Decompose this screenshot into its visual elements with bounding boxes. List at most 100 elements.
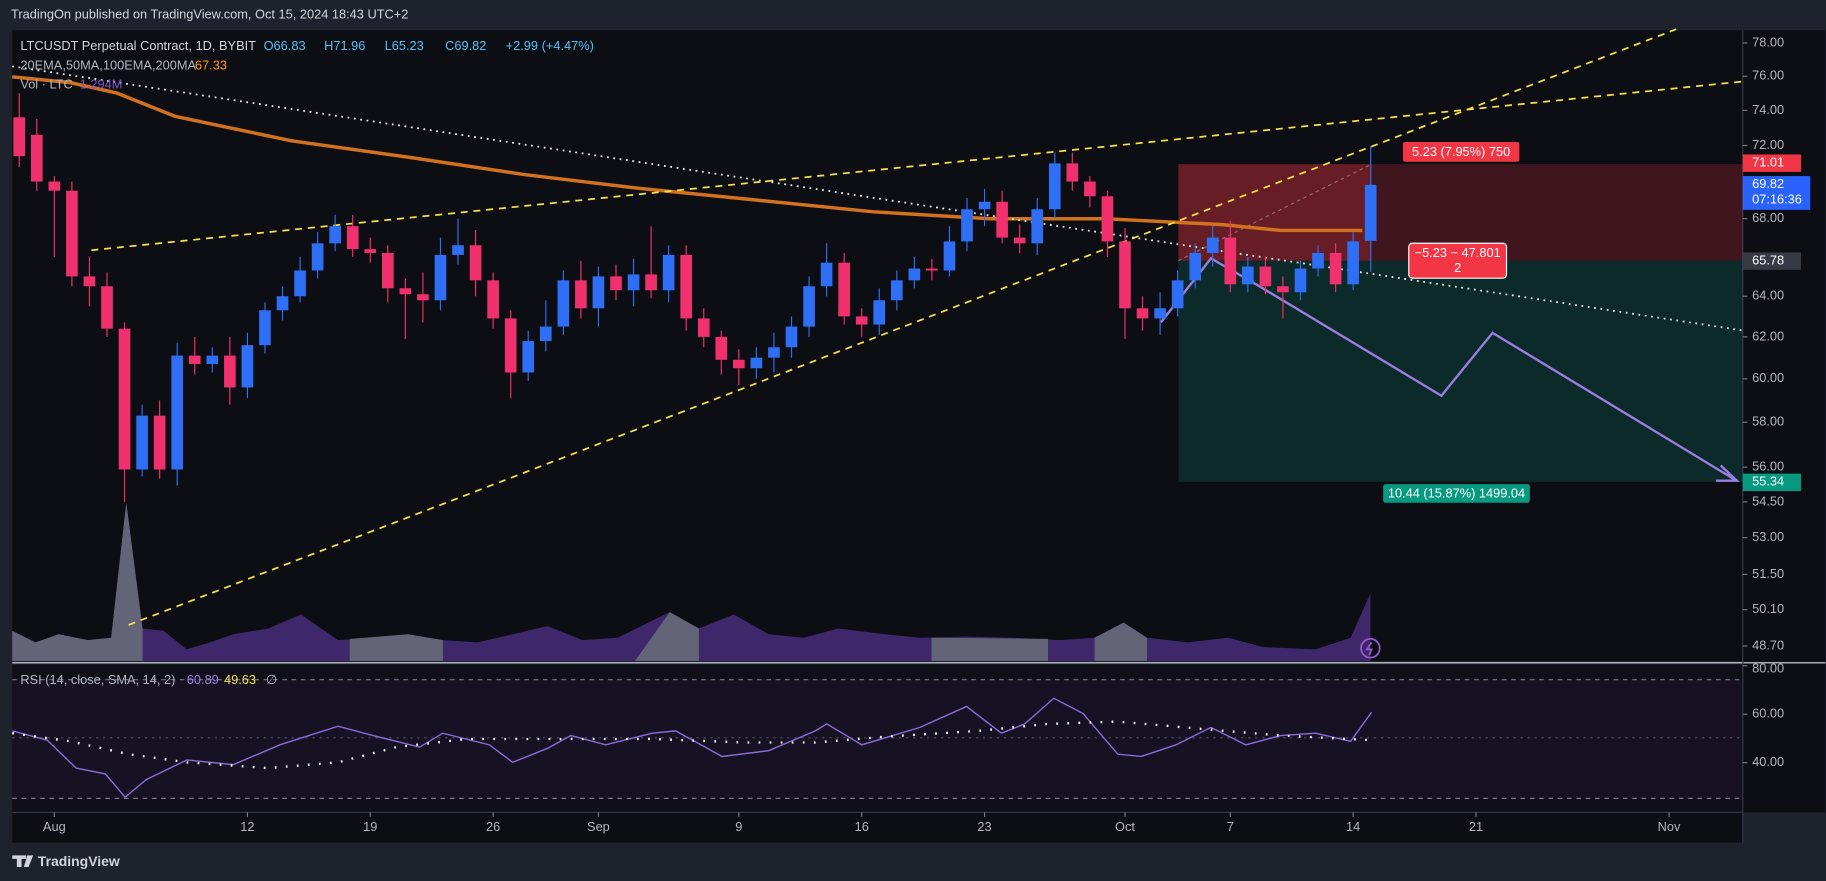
y-tick-label: 56.00 bbox=[1752, 459, 1784, 474]
candle-body bbox=[978, 201, 991, 210]
candle-body bbox=[838, 262, 850, 317]
candle-body bbox=[1136, 308, 1149, 319]
candle-body bbox=[153, 415, 166, 470]
candle-body bbox=[873, 300, 886, 325]
brand: TradingView bbox=[38, 853, 120, 869]
candle-body bbox=[1189, 252, 1202, 281]
candle-body bbox=[504, 318, 517, 373]
candle-body bbox=[171, 355, 184, 470]
candle-body bbox=[1101, 196, 1114, 242]
candle-body bbox=[48, 181, 61, 191]
candle-body bbox=[13, 117, 26, 157]
candle-body bbox=[381, 252, 394, 289]
price-label: 69.82 bbox=[1752, 176, 1784, 191]
candle-body bbox=[294, 270, 306, 297]
alert-icon bbox=[1360, 638, 1381, 659]
candle-body bbox=[855, 316, 868, 325]
rsi-tick-label: 60.00 bbox=[1752, 706, 1784, 721]
candle-body bbox=[733, 359, 745, 369]
y-tick-label: 48.70 bbox=[1752, 637, 1784, 652]
candle-body bbox=[434, 254, 447, 301]
middle-label: 2 bbox=[1454, 260, 1461, 275]
x-tick-label: 26 bbox=[486, 819, 500, 834]
lower-label: 10.44 (15.87%) 1499.04 bbox=[1388, 485, 1525, 500]
candle-body bbox=[487, 280, 499, 319]
middle-label: −5.23 ~ 47.801 bbox=[1415, 245, 1501, 260]
y-tick-label: 72.00 bbox=[1752, 137, 1784, 152]
candle-body bbox=[311, 243, 324, 271]
candle-body bbox=[101, 286, 113, 329]
time-axis bbox=[12, 812, 1743, 843]
y-tick-label: 62.00 bbox=[1752, 328, 1784, 343]
brand-logo bbox=[12, 855, 34, 868]
legend-rsi-ma: 49.63 bbox=[224, 672, 256, 687]
x-tick-label: 21 bbox=[1469, 819, 1483, 834]
candle-body bbox=[1171, 280, 1184, 309]
candle-body bbox=[206, 355, 219, 365]
legend-vol: Vol · LTC bbox=[20, 76, 72, 91]
candle-body bbox=[803, 286, 815, 327]
candle-body bbox=[1031, 209, 1044, 244]
candle-body bbox=[557, 280, 570, 327]
candle-body bbox=[750, 357, 763, 369]
y-tick-label: 76.00 bbox=[1752, 68, 1784, 83]
x-tick-label: 7 bbox=[1227, 819, 1234, 834]
rsi-tick-label: 40.00 bbox=[1752, 754, 1784, 769]
y-tick-label: 74.00 bbox=[1752, 102, 1784, 117]
candle-body bbox=[1119, 241, 1131, 309]
candle-body bbox=[224, 355, 236, 388]
candle-body bbox=[1294, 268, 1307, 293]
price-pane bbox=[12, 30, 1743, 662]
candle-body bbox=[30, 134, 43, 182]
legend-vol-value: 1.294M bbox=[80, 76, 123, 91]
candle-body bbox=[83, 276, 96, 287]
x-tick-label: 23 bbox=[977, 819, 991, 834]
candle-body bbox=[961, 209, 973, 242]
ma-200 bbox=[12, 75, 1363, 233]
candle-body bbox=[539, 326, 552, 342]
legend-change: +2.99 (+4.47%) bbox=[506, 38, 594, 53]
candle-body bbox=[66, 190, 78, 277]
price-label-bg bbox=[1742, 176, 1811, 210]
candle-body bbox=[996, 201, 1008, 238]
projection-path bbox=[1159, 256, 1740, 482]
middle-label-bg bbox=[1408, 242, 1508, 279]
y-tick-label: 68.00 bbox=[1752, 210, 1784, 225]
candle-body bbox=[136, 415, 148, 470]
legend-high: H71.96 bbox=[324, 38, 365, 53]
price-label-countdown: 07:16:36 bbox=[1752, 191, 1802, 206]
candle-body bbox=[610, 276, 622, 291]
legend-ma-value: 67.33 bbox=[195, 58, 227, 73]
legend-rsi: RSI (14, close, SMA, 14, 2) bbox=[20, 672, 175, 687]
x-tick-label: 12 bbox=[240, 819, 254, 834]
candle-body bbox=[1048, 163, 1061, 210]
candle-body bbox=[1312, 252, 1324, 269]
rsi-ma bbox=[12, 720, 1372, 770]
price-label: 55.34 bbox=[1752, 474, 1784, 489]
x-tick-label: 14 bbox=[1346, 819, 1360, 834]
alert-bolt bbox=[1365, 641, 1373, 656]
candle-body bbox=[890, 280, 903, 301]
candle-body bbox=[1224, 237, 1237, 285]
legend-symbol: LTCUSDT Perpetual Contract, 1D, BYBIT bbox=[20, 38, 256, 53]
candle-body bbox=[1277, 286, 1289, 293]
candle-body bbox=[188, 355, 201, 365]
price-label-bg bbox=[1742, 252, 1801, 270]
volume-area-down bbox=[12, 502, 1147, 662]
upper-label: 5.23 (7.95%) 750 bbox=[1412, 144, 1510, 159]
candle-body bbox=[329, 226, 341, 244]
candle-body bbox=[346, 226, 359, 250]
candle-body bbox=[715, 336, 728, 360]
candle-body bbox=[1154, 308, 1166, 319]
candle-body bbox=[1066, 163, 1079, 182]
upper-label-bg bbox=[1402, 141, 1520, 162]
x-tick-label: 16 bbox=[855, 819, 869, 834]
price-label-bg bbox=[1742, 154, 1801, 172]
legend-ma: 20EMA,50MA,100EMA,200MA bbox=[20, 58, 196, 73]
legend-rsi-value: 60.89 bbox=[187, 672, 219, 687]
x-tick-label: 19 bbox=[363, 819, 377, 834]
y-tick-label: 78.00 bbox=[1752, 34, 1784, 49]
candle-body bbox=[662, 254, 675, 291]
candle-body bbox=[768, 347, 780, 358]
